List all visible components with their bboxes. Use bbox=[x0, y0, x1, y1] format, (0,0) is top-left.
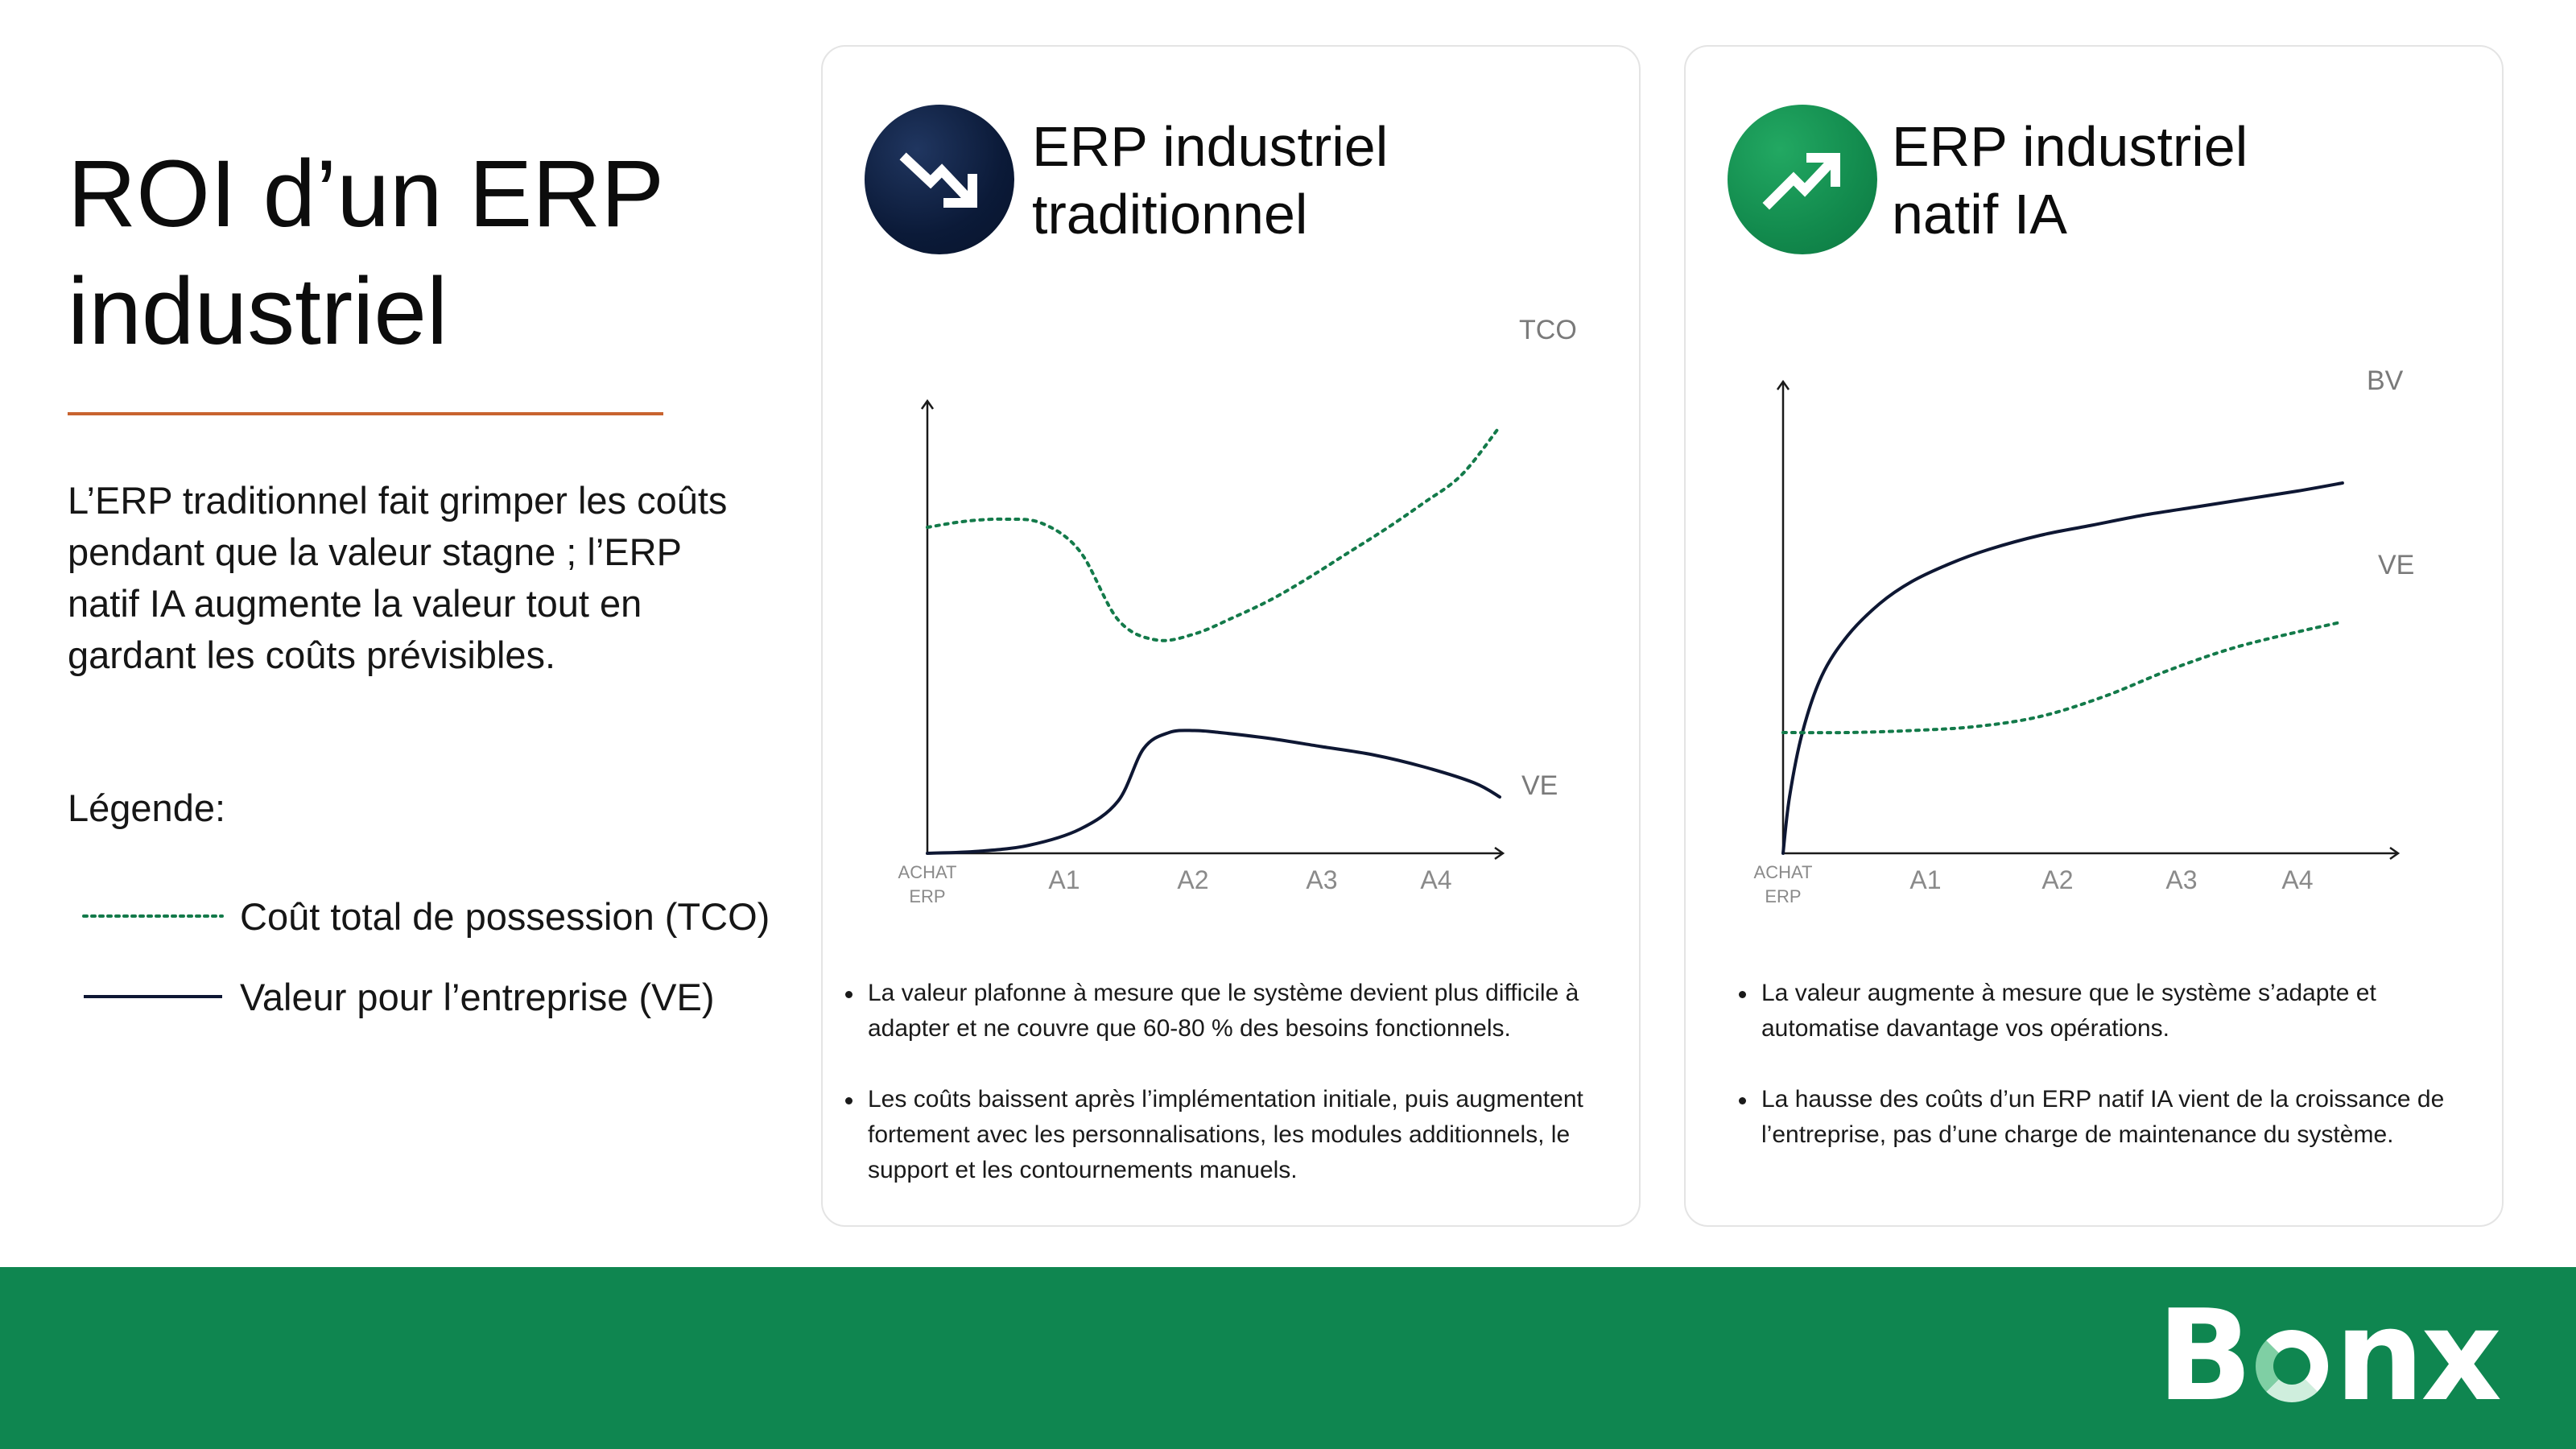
card-bullets: La valeur plafonne à mesure que le systè… bbox=[844, 976, 1616, 1224]
card-title-line2: natif IA bbox=[1892, 183, 2067, 246]
intro-text: L’ERP traditionnel fait grimper les coût… bbox=[68, 479, 728, 676]
x-tick-label-a1: A1 bbox=[1909, 865, 1941, 894]
legend-swatch-tco bbox=[82, 914, 224, 918]
x-tick-label-erp: ERP bbox=[1765, 886, 1801, 906]
chart-ai-native: ACHAT ERP A1 A2 A3 A4 BV VE bbox=[1754, 365, 2415, 906]
legend-item-ve: Valeur pour l’entreprise (VE) bbox=[80, 972, 715, 1021]
legend-label-tco: Coût total de possession (TCO) bbox=[240, 894, 770, 938]
x-tick-label-a2: A2 bbox=[1177, 865, 1208, 894]
legend-title: Légende: bbox=[68, 786, 226, 829]
card-ai-native-erp: ERP industriel natif IA ACHAT ERP A1 A2 … bbox=[1684, 45, 2504, 1227]
series-label-ve: VE bbox=[2378, 550, 2414, 580]
card-title-line1: ERP industriel bbox=[1032, 115, 1389, 178]
trend-down-icon bbox=[865, 105, 1014, 254]
title-divider bbox=[68, 412, 663, 415]
legend-item-tco: Coût total de possession (TCO) bbox=[80, 892, 770, 940]
series-line-ve bbox=[926, 729, 1501, 855]
x-tick-label-achat: ACHAT bbox=[898, 862, 957, 882]
series-line-ve bbox=[1781, 620, 2344, 735]
brand-o-ring-icon bbox=[2256, 1330, 2329, 1402]
card-title-line2: traditionnel bbox=[1032, 183, 1308, 246]
x-tick-label-a2: A2 bbox=[2041, 865, 2073, 894]
x-tick-label-a4: A4 bbox=[2281, 865, 2313, 894]
card-title: ERP industriel traditionnel bbox=[1032, 113, 1388, 248]
bullet-item: La valeur plafonne à mesure que le systè… bbox=[844, 976, 1616, 1046]
series-label-bv: BV bbox=[2367, 365, 2404, 396]
x-tick-label-a4: A4 bbox=[1420, 865, 1451, 894]
bullet-item: La hausse des coûts d’un ERP natif IA vi… bbox=[1737, 1082, 2478, 1153]
card-bullets: La valeur augmente à mesure que le systè… bbox=[1737, 976, 2478, 1188]
legend-swatch-ve bbox=[84, 995, 222, 998]
y-axis-arrow-icon bbox=[1776, 379, 1790, 390]
trend-up-icon bbox=[1728, 105, 1877, 254]
y-axis-arrow-icon bbox=[920, 398, 935, 410]
x-tick-label-a3: A3 bbox=[1306, 865, 1337, 894]
bullet-item: La valeur augmente à mesure que le systè… bbox=[1737, 976, 2478, 1046]
series-label-ve: VE bbox=[1521, 770, 1558, 801]
series-label-tco: TCO bbox=[1519, 315, 1577, 345]
x-tick-label-achat: ACHAT bbox=[1754, 862, 1813, 882]
series-line-bv bbox=[1781, 481, 2344, 855]
x-axis-arrow-icon bbox=[2389, 846, 2401, 861]
card-title: ERP industriel natif IA bbox=[1892, 113, 2248, 248]
page-title: ROI d’un ERP industriel bbox=[68, 141, 663, 365]
brand-logo-prefix: B bbox=[2157, 1282, 2252, 1429]
bullet-item: Les coûts baissent après l’implémentatio… bbox=[844, 1082, 1616, 1188]
legend-label-ve: Valeur pour l’entreprise (VE) bbox=[240, 975, 715, 1018]
x-tick-label-a3: A3 bbox=[2165, 865, 2197, 894]
x-tick-label-a1: A1 bbox=[1048, 865, 1080, 894]
x-tick-label-erp: ERP bbox=[909, 886, 945, 906]
brand-logo-suffix: nx bbox=[2334, 1282, 2502, 1429]
card-traditional-erp: ERP industriel traditionnel ACHAT ERP A1… bbox=[821, 45, 1641, 1227]
series-line-tco bbox=[926, 425, 1501, 642]
chart-traditional: ACHAT ERP A1 A2 A3 A4 TCO VE bbox=[898, 315, 1577, 906]
card-title-line1: ERP industriel bbox=[1892, 115, 2248, 178]
x-axis-arrow-icon bbox=[1494, 846, 1505, 861]
